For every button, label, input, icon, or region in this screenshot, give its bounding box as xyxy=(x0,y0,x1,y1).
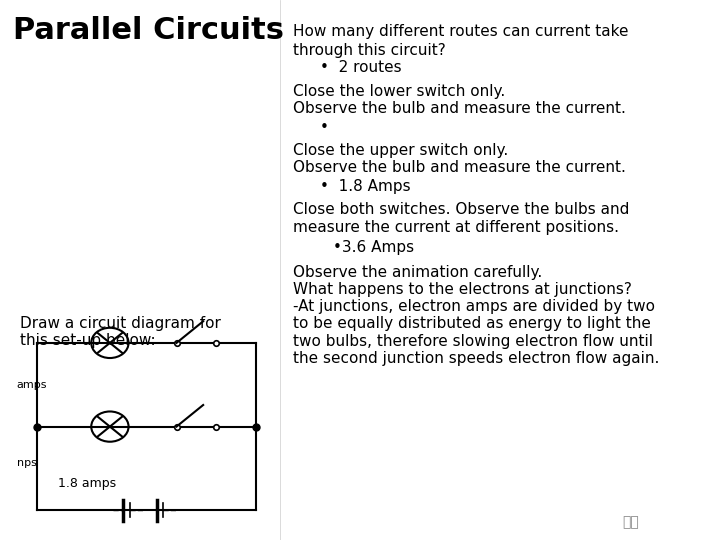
Text: Close both switches. Observe the bulbs and: Close both switches. Observe the bulbs a… xyxy=(293,202,629,218)
Text: Close the upper switch only.: Close the upper switch only. xyxy=(293,143,508,158)
Text: What happens to the electrons at junctions?: What happens to the electrons at junctio… xyxy=(293,282,632,297)
Text: Parallel Circuits: Parallel Circuits xyxy=(14,16,284,45)
Text: •: • xyxy=(320,120,328,135)
Text: ⓒⓒ: ⓒⓒ xyxy=(623,515,639,529)
Text: •  2 routes: • 2 routes xyxy=(320,60,401,76)
Text: measure the current at different positions.: measure the current at different positio… xyxy=(293,220,619,235)
Text: Observe the bulb and measure the current.: Observe the bulb and measure the current… xyxy=(293,160,626,176)
Text: 1.8 amps: 1.8 amps xyxy=(58,477,116,490)
Text: Observe the animation carefully.: Observe the animation carefully. xyxy=(293,265,542,280)
Text: the second junction speeds electron flow again.: the second junction speeds electron flow… xyxy=(293,351,660,366)
Text: Observe the bulb and measure the current.: Observe the bulb and measure the current… xyxy=(293,101,626,116)
Text: -At junctions, electron amps are divided by two: -At junctions, electron amps are divided… xyxy=(293,299,655,314)
Text: •3.6 Amps: •3.6 Amps xyxy=(333,240,414,255)
Text: amps: amps xyxy=(17,380,47,390)
Text: Close the lower switch only.: Close the lower switch only. xyxy=(293,84,505,99)
Text: How many different routes can current take: How many different routes can current ta… xyxy=(293,24,629,39)
Text: to be equally distributed as energy to light the: to be equally distributed as energy to l… xyxy=(293,316,651,332)
Text: Draw a circuit diagram for
this set-up below:: Draw a circuit diagram for this set-up b… xyxy=(20,316,221,348)
Text: through this circuit?: through this circuit? xyxy=(293,43,446,58)
Text: •  1.8 Amps: • 1.8 Amps xyxy=(320,179,410,194)
Text: two bulbs, therefore slowing electron flow until: two bulbs, therefore slowing electron fl… xyxy=(293,334,653,349)
Text: nps: nps xyxy=(17,458,37,468)
